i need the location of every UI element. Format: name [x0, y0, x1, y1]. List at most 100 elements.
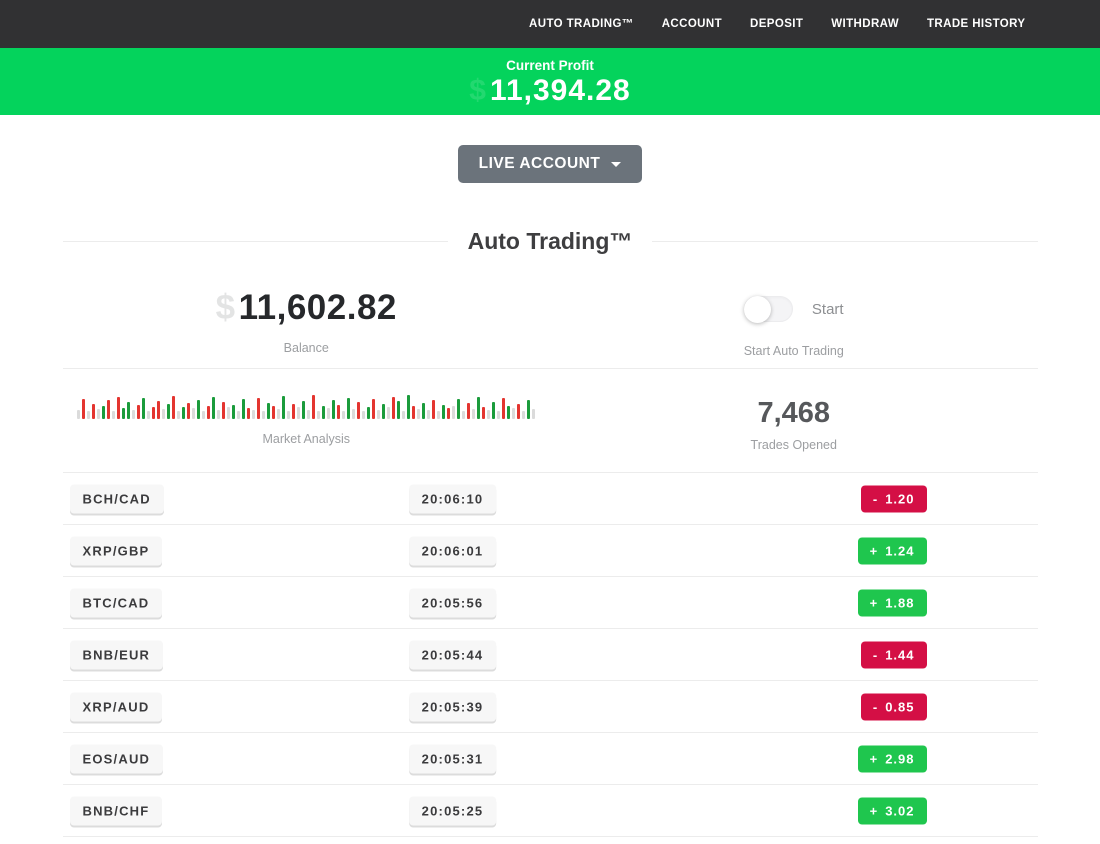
auto-trading-toggle[interactable] — [743, 296, 793, 323]
trade-row: BNB/EUR 20:05:44 -1.44 — [62, 629, 1038, 681]
candle-bar — [207, 406, 211, 419]
pair-badge: BTC/CAD — [69, 588, 163, 617]
current-profit-banner: Current Profit $11,394.28 — [0, 48, 1100, 115]
candle-bar — [297, 407, 301, 419]
candle-bar — [467, 403, 471, 419]
candle-bar — [107, 400, 111, 419]
candle-bar — [342, 411, 346, 419]
trade-row: EOS/AUD 20:05:31 +2.98 — [62, 733, 1038, 785]
stats-panel: $11,602.82 Balance Start Start Auto Trad… — [62, 254, 1038, 473]
candle-bar — [362, 411, 366, 419]
change-value: 2.98 — [885, 751, 915, 766]
candle-bar — [532, 409, 536, 419]
candle-bar — [192, 408, 196, 419]
candle-bar — [212, 397, 216, 419]
balance-value: $11,602.82 — [215, 288, 397, 327]
candle-bar — [292, 404, 296, 419]
candle-bar — [317, 411, 321, 419]
account-selector-row: LIVE ACCOUNT — [0, 145, 1100, 183]
candle-bar — [137, 405, 141, 419]
candle-bar — [157, 401, 161, 419]
candle-bar — [177, 411, 181, 419]
candle-bar — [377, 410, 381, 419]
nav-item-auto-trading[interactable]: AUTO TRADING™ — [529, 18, 634, 30]
change-sign: + — [869, 751, 879, 766]
nav-item-withdraw[interactable]: WITHDRAW — [831, 18, 899, 30]
candle-bar — [417, 409, 421, 419]
candle-bar — [252, 410, 256, 419]
candle-bar — [357, 402, 361, 419]
time-badge: 20:05:31 — [408, 744, 497, 773]
time-badge: 20:05:44 — [408, 640, 497, 669]
change-badge: -1.44 — [860, 641, 927, 668]
market-analysis-chart — [63, 393, 551, 419]
trade-row: XRP/GBP 20:06:01 +1.24 — [62, 525, 1038, 577]
candle-bar — [337, 405, 341, 419]
candle-bar — [347, 398, 351, 419]
nav-item-deposit[interactable]: DEPOSIT — [750, 18, 804, 30]
currency-ghost: $ — [469, 74, 487, 107]
change-badge: -0.85 — [860, 693, 927, 720]
candle-bar — [522, 411, 526, 419]
candle-bar — [182, 407, 186, 419]
candle-bar — [427, 410, 431, 419]
nav-item-trade-history[interactable]: TRADE HISTORY — [927, 18, 1026, 30]
candle-bar — [462, 411, 466, 419]
candle-bar — [152, 407, 156, 419]
time-badge: 20:06:10 — [408, 484, 497, 513]
change-sign: - — [872, 647, 879, 662]
change-value: 1.24 — [885, 543, 915, 558]
start-auto-trading-label: Start Auto Trading — [743, 344, 844, 358]
chevron-down-icon — [611, 161, 622, 167]
candle-bar — [142, 398, 146, 419]
candle-bar — [472, 409, 476, 419]
start-toggle-label: Start — [811, 300, 844, 318]
pair-badge: EOS/AUD — [69, 744, 164, 773]
candle-bar — [487, 410, 491, 419]
candle-bar — [272, 406, 276, 419]
candle-bar — [352, 409, 356, 419]
change-badge: +1.88 — [857, 589, 927, 616]
pair-badge: XRP/AUD — [69, 692, 163, 721]
trade-row: BNB/CHF 20:05:25 +3.02 — [62, 785, 1038, 837]
auto-trading-stat: Start Start Auto Trading — [550, 254, 1038, 368]
change-sign: + — [869, 803, 879, 818]
candle-bar — [422, 403, 426, 419]
candle-bar — [77, 410, 81, 419]
nav-item-account[interactable]: ACCOUNT — [661, 18, 722, 30]
candle-bar — [287, 411, 291, 419]
market-analysis-stat: Market Analysis — [63, 369, 551, 472]
candle-bar — [327, 408, 331, 419]
change-badge: +3.02 — [857, 797, 927, 824]
candle-bar — [367, 407, 371, 419]
change-badge: -1.20 — [860, 485, 927, 512]
nav-menu: AUTO TRADING™ ACCOUNT DEPOSIT WITHDRAW TRADE… — [63, 18, 1038, 30]
change-badge: +2.98 — [857, 745, 927, 772]
candle-bar — [452, 406, 456, 419]
pair-badge: BCH/CAD — [69, 484, 164, 513]
candle-bar — [407, 395, 411, 419]
candle-bar — [442, 405, 446, 419]
candle-bar — [237, 411, 241, 419]
pair-badge: XRP/GBP — [69, 536, 163, 565]
candle-bar — [97, 409, 101, 419]
trade-row: BCH/CAD 20:06:10 -1.20 — [62, 473, 1038, 525]
trades-opened-stat: 7,468 Trades Opened — [550, 369, 1038, 472]
candle-bar — [332, 400, 336, 419]
trades-opened-value: 7,468 — [757, 397, 831, 429]
top-nav: AUTO TRADING™ ACCOUNT DEPOSIT WITHDRAW TRADE… — [0, 0, 1100, 48]
candle-bar — [517, 404, 521, 419]
candle-bar — [282, 396, 286, 419]
change-value: 1.20 — [885, 491, 915, 506]
candle-bar — [492, 402, 496, 419]
trade-row: BTC/CAD 20:05:56 +1.88 — [62, 577, 1038, 629]
live-account-dropdown[interactable]: LIVE ACCOUNT — [457, 145, 643, 183]
candle-bar — [247, 408, 251, 419]
candle-bar — [267, 403, 271, 419]
change-value: 1.88 — [885, 595, 915, 610]
candle-bar — [112, 411, 116, 419]
change-sign: - — [872, 699, 879, 714]
candle-bar — [262, 411, 266, 419]
change-value: 3.02 — [885, 803, 915, 818]
page-title: Auto Trading™ — [447, 228, 653, 254]
